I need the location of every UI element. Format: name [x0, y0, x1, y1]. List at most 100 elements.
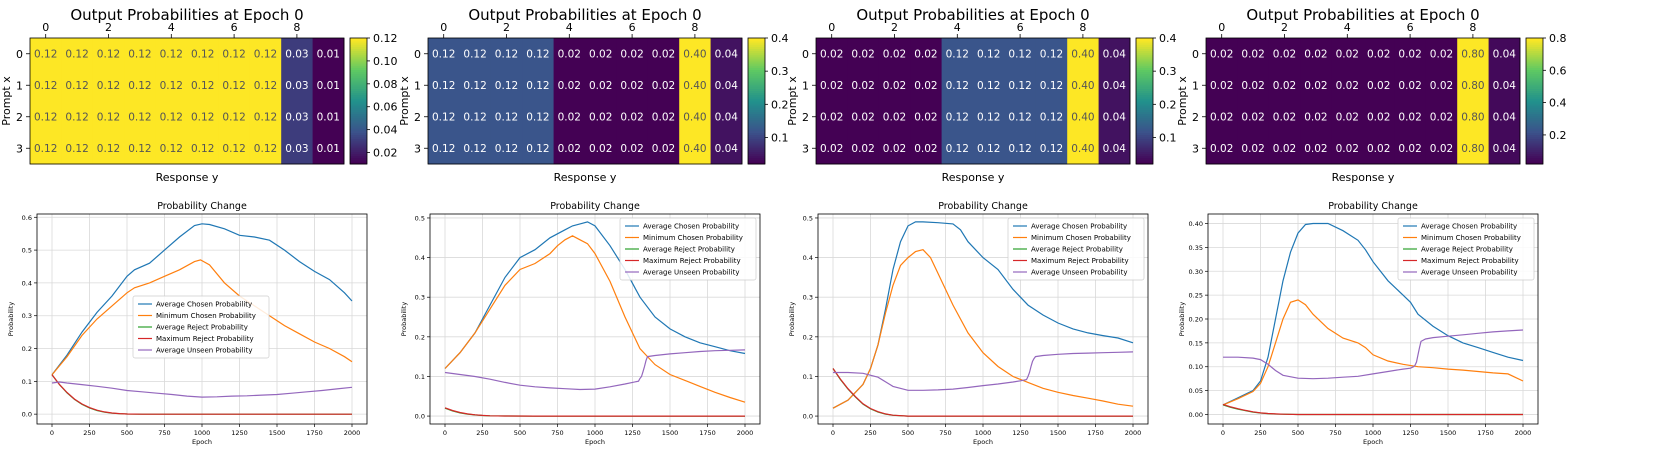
heatmap-cell [1035, 132, 1068, 165]
y-tick-label: 1 [414, 79, 421, 92]
heatmap-cell [490, 38, 523, 70]
colorbar-segment [1526, 109, 1543, 112]
colorbar-segment [1136, 143, 1153, 146]
colorbar-segment [1526, 103, 1543, 106]
colorbar-segment [1526, 161, 1543, 165]
legend-label: Average Reject Probability [1031, 246, 1123, 254]
heatmap-cell [30, 38, 62, 70]
heatmap-cell [155, 132, 188, 165]
colorbar-segment [748, 136, 765, 140]
colorbar-segment [350, 122, 367, 125]
heatmap-cell-label: 0.02 [883, 80, 906, 92]
colorbar-tick-label: 0.1 [1159, 131, 1177, 144]
legend-box [1007, 217, 1145, 281]
heatmap-cell [1425, 132, 1458, 165]
heatmap-cell [647, 132, 680, 165]
heatmap-cell [941, 69, 974, 102]
colorbar-segment [1526, 155, 1543, 159]
colorbar-segment [1526, 101, 1543, 104]
heatmap-cell [92, 69, 125, 102]
colorbar-segment [1526, 122, 1543, 125]
heatmap-cell [1268, 38, 1301, 70]
heatmap-cell-label: 0.02 [1241, 48, 1264, 60]
x-tick-label: 250 [1254, 429, 1266, 437]
colorbar-segment [1136, 77, 1153, 81]
heatmap-cell [647, 69, 680, 102]
colorbar-segment [350, 98, 367, 102]
colorbar-segment [350, 50, 367, 54]
heatmap-frame [29, 37, 345, 165]
colorbar-segment [1526, 119, 1543, 123]
colorbar-segment [1136, 82, 1153, 85]
y-tick-label: 0 [16, 48, 23, 61]
x-tick-label: 0 [440, 21, 447, 34]
legend-box [1397, 217, 1535, 281]
heatmap-cell-label: 0.80 [1461, 143, 1484, 155]
heatmap-cell [553, 101, 586, 133]
heatmap-cell-label: 0.12 [222, 143, 245, 155]
heatmap-cell [910, 38, 942, 70]
x-tick-label: 1500 [662, 429, 679, 437]
colorbar-segment [1136, 145, 1153, 148]
heatmap-cell [910, 69, 942, 102]
colorbar-segment [1526, 46, 1543, 49]
colorbar-segment [748, 149, 765, 152]
heatmap-cell [1300, 101, 1332, 133]
legend-label: Average Reject Probability [156, 324, 248, 332]
colorbar-segment [748, 65, 765, 68]
heatmap-cell [187, 101, 219, 133]
colorbar-segment [748, 67, 765, 70]
heatmap-cell [61, 132, 94, 165]
x-tick-label: 2 [105, 21, 112, 34]
colorbar-segment [350, 105, 367, 108]
colorbar-segment [1526, 128, 1543, 131]
y-tick-label: 0.4 [803, 254, 813, 262]
heatmap-cell [1004, 38, 1037, 70]
heatmap-cell-label: 0.04 [715, 143, 739, 155]
heatmap-cell [1035, 69, 1068, 102]
heatmap-cell [1488, 101, 1521, 133]
colorbar-segment [1136, 147, 1153, 150]
colorbar-segment [748, 111, 765, 115]
y-tick-label: 0.40 [1189, 220, 1203, 228]
heatmap-cell [1363, 69, 1395, 102]
heatmap-cell-label: 0.02 [1336, 143, 1359, 155]
heatmap-cell [312, 132, 345, 165]
heatmap-cell [218, 101, 251, 133]
legend-label: Maximum Reject Probability [156, 335, 254, 343]
colorbar-segment [1136, 96, 1153, 100]
x-tick-label: 1000 [194, 429, 211, 437]
heatmap-cell [878, 101, 911, 133]
y-tick-label: 1 [16, 79, 23, 92]
heatmap-cell-label: 0.40 [683, 111, 706, 123]
x-tick-label: 750 [1329, 429, 1341, 437]
x-axis-label: Response y [1332, 171, 1395, 184]
colorbar-segment [748, 147, 765, 150]
x-tick-label: 4 [566, 21, 573, 34]
x-tick-label: 750 [939, 429, 951, 437]
colorbar-segment [1526, 67, 1543, 70]
legend-box [132, 295, 270, 359]
colorbar-segment [1136, 38, 1153, 41]
x-tick-label: 1500 [269, 429, 286, 437]
heatmap-cell-label: 0.40 [1071, 143, 1094, 155]
heatmap-cell-label: 0.12 [977, 143, 1000, 155]
y-tick-label: 0.35 [1189, 244, 1203, 252]
colorbar-segment [1136, 126, 1153, 129]
colorbar-segment [748, 61, 765, 64]
heatmap-cell [124, 101, 156, 133]
colorbar-segment [1526, 80, 1543, 83]
colorbar-segment [748, 84, 765, 87]
colorbar-segment [1526, 98, 1543, 102]
colorbar-segment [1136, 105, 1153, 108]
colorbar-segment [350, 77, 367, 81]
colorbar-segment [1526, 105, 1543, 108]
heatmap-cell-label: 0.12 [254, 111, 277, 123]
heatmap-cell [1488, 69, 1521, 102]
heatmap-cell-label: 0.02 [820, 48, 843, 60]
x-axis-label: Response y [156, 171, 219, 184]
colorbar-segment [1136, 155, 1153, 159]
heatmap-cell-label: 0.12 [977, 111, 1000, 123]
heatmap-title: Output Probabilities at Epoch 0 [1246, 6, 1479, 24]
y-tick-label: 0.4 [22, 279, 32, 287]
